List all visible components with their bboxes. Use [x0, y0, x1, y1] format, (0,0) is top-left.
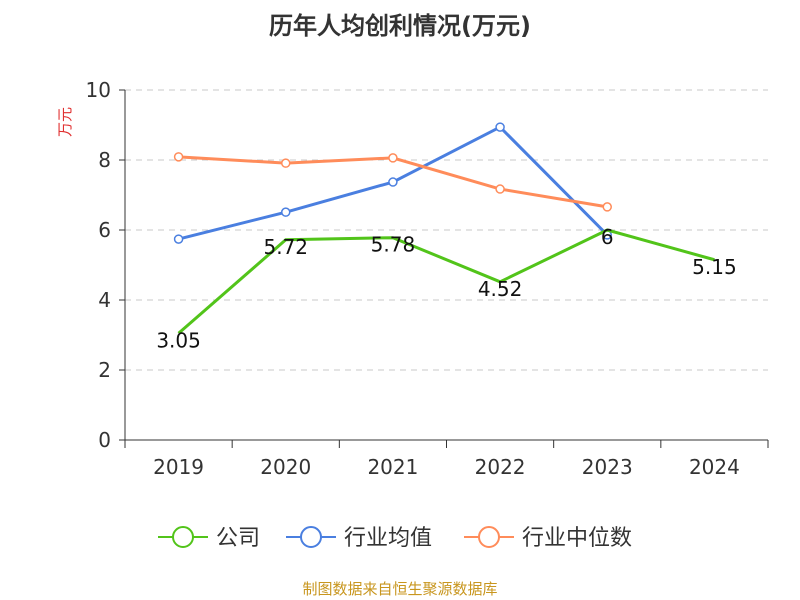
- data-point[interactable]: [495, 122, 505, 132]
- y-tick-label: 10: [86, 78, 111, 102]
- legend-item[interactable]: 公司: [158, 526, 260, 551]
- y-axis-label: 万元: [56, 107, 74, 137]
- x-tick-label: 2021: [367, 455, 418, 479]
- data-label: 5.78: [371, 233, 416, 257]
- y-tick-label: 6: [98, 218, 111, 242]
- legend-marker-icon: [478, 526, 500, 548]
- data-point[interactable]: [388, 153, 398, 163]
- legend-item[interactable]: 行业均值: [286, 526, 432, 551]
- x-tick-label: 2023: [582, 455, 633, 479]
- x-tick-label: 2019: [153, 455, 204, 479]
- data-label: 3.05: [156, 328, 201, 352]
- data-point[interactable]: [173, 152, 184, 162]
- data-point[interactable]: [281, 158, 291, 168]
- x-tick-label: 2022: [475, 455, 526, 479]
- data-point[interactable]: [602, 202, 612, 212]
- data-label: 5.15: [692, 255, 737, 279]
- data-label: 6: [601, 225, 614, 249]
- x-tick-label: 2024: [689, 455, 740, 479]
- data-point[interactable]: [281, 207, 291, 217]
- legend-label: 行业均值: [344, 526, 432, 551]
- data-label: 4.52: [478, 277, 523, 301]
- data-point[interactable]: [495, 184, 505, 194]
- y-tick-label: 2: [98, 358, 111, 382]
- data-point[interactable]: [173, 234, 184, 244]
- source-note: 制图数据来自恒生聚源数据库: [302, 580, 497, 598]
- y-tick-label: 4: [98, 288, 111, 312]
- series-line-0: [177, 228, 715, 335]
- legend-label: 行业中位数: [522, 526, 632, 551]
- y-tick-label: 8: [98, 148, 111, 172]
- data-point[interactable]: [388, 177, 398, 187]
- chart-title: 历年人均创利情况(万元): [269, 12, 531, 40]
- legend-item[interactable]: 行业中位数: [464, 526, 632, 551]
- legend-marker-icon: [300, 526, 322, 548]
- legend-marker-icon: [172, 526, 194, 548]
- x-tick-label: 2020: [260, 455, 311, 479]
- legend-label: 公司: [216, 526, 260, 551]
- y-tick-label: 0: [98, 428, 111, 452]
- data-label: 5.72: [263, 235, 308, 259]
